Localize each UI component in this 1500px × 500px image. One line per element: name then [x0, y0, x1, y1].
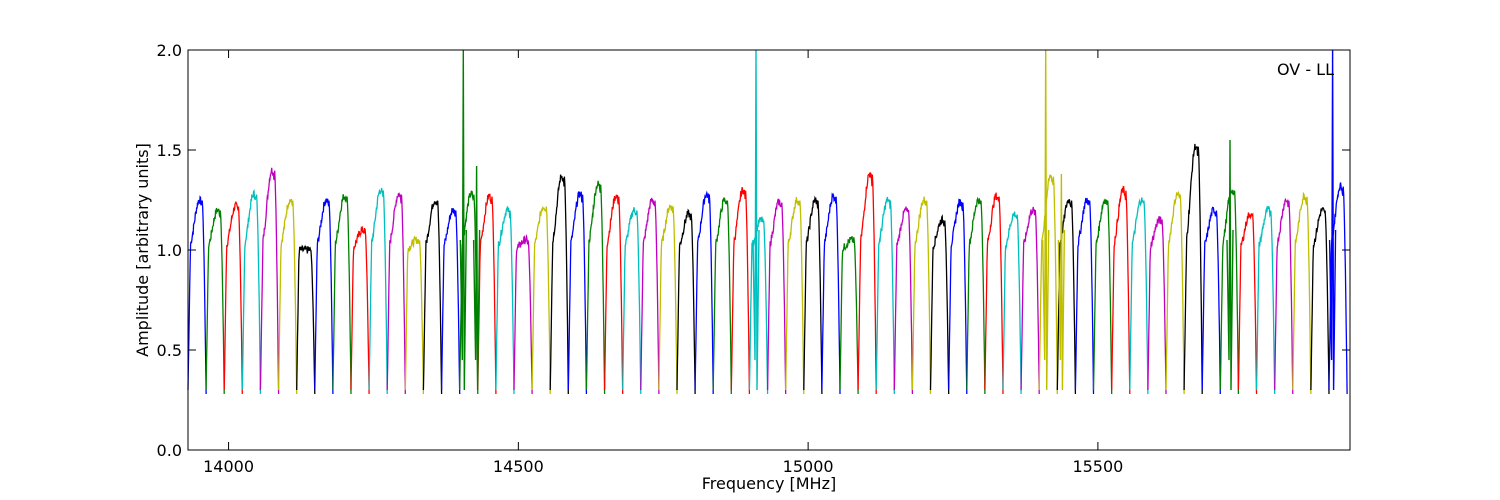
- y-axis-label: Amplitude [arbitrary units]: [133, 143, 152, 357]
- channel-series-line: [332, 194, 352, 395]
- channel-series-line: [422, 200, 443, 395]
- channel-series-line: [1147, 215, 1167, 395]
- y-tick-label: 0.5: [157, 341, 182, 360]
- channel-series-line: [676, 208, 696, 395]
- channel-series-line: [730, 187, 751, 395]
- channel-series-line: [984, 192, 1004, 395]
- channel-series-line: [241, 188, 262, 395]
- channel-series-line: [622, 207, 642, 395]
- channel-series-line: [277, 198, 298, 395]
- channel-series-line: [658, 204, 678, 395]
- channel-series-line: [513, 233, 533, 395]
- channel-series-line: [1074, 197, 1095, 395]
- channel-series-line: [1183, 143, 1203, 395]
- channel-series-line: [857, 171, 877, 395]
- channel-series-line: [893, 206, 914, 395]
- channel-series-line: [803, 195, 823, 395]
- channel-series-line: [296, 244, 316, 395]
- channel-series-line: [1237, 212, 1258, 395]
- channel-series-line: [603, 194, 624, 395]
- spike-line: [1226, 139, 1234, 391]
- channel-series-line: [1255, 205, 1276, 395]
- x-tick-label: 14500: [493, 457, 544, 476]
- channel-series-line: [1092, 198, 1113, 395]
- channel-series-line: [1056, 199, 1077, 395]
- channel-series-line: [567, 190, 588, 395]
- channel-series-line: [640, 197, 660, 395]
- channel-series-line: [1201, 206, 1221, 395]
- channel-series-line: [966, 196, 986, 395]
- channel-series-line: [839, 236, 859, 395]
- x-tick-label: 15000: [783, 457, 834, 476]
- y-tick-label: 1.0: [157, 241, 182, 260]
- channel-series-line: [929, 214, 950, 395]
- y-tick-label: 1.5: [157, 141, 182, 160]
- channel-series-line: [694, 190, 714, 395]
- channel-series-line: [821, 192, 841, 395]
- channel-series-line: [259, 167, 280, 395]
- y-tick-label: 0.0: [157, 441, 182, 460]
- channel-series-line: [585, 180, 606, 395]
- channel-series-line: [875, 196, 895, 395]
- x-tick-label: 15500: [1072, 457, 1123, 476]
- channel-series-line: [205, 207, 225, 395]
- channel-series-line: [1292, 191, 1312, 395]
- spike-line: [1057, 173, 1066, 391]
- channel-series-line: [1310, 207, 1330, 395]
- channel-series-line: [386, 192, 406, 395]
- series-layer: [187, 143, 1348, 395]
- channel-series-line: [314, 198, 334, 395]
- y-tick-label: 2.0: [157, 41, 182, 60]
- channel-series-line: [187, 195, 207, 395]
- spike-line: [472, 165, 481, 391]
- channel-series-line: [1129, 197, 1149, 395]
- channel-series-line: [1038, 174, 1058, 395]
- plot-annotation: OV - LL: [1277, 60, 1334, 79]
- plot-frame: [187, 49, 1351, 451]
- channel-series-line: [404, 235, 425, 395]
- channel-series-line: [948, 198, 968, 395]
- channel-series-line: [350, 226, 370, 395]
- spike-line: [1042, 49, 1050, 391]
- channel-series-line: [712, 196, 732, 395]
- tick-layer: 14000 14500 15000 15500 0.0 0.5 1.0 1.5 2.0: [157, 41, 1350, 476]
- channel-series-line: [440, 207, 461, 395]
- channel-series-line: [477, 193, 497, 395]
- channel-series-line: [766, 198, 787, 395]
- channel-series-line: [1020, 206, 1040, 395]
- x-axis-label: Frequency [MHz]: [702, 474, 836, 493]
- channel-series-line: [549, 174, 569, 395]
- channel-series-line: [911, 196, 932, 395]
- channel-series-line: [531, 206, 551, 395]
- channel-series-line: [223, 201, 243, 395]
- channel-series-line: [1111, 185, 1131, 395]
- channel-series-line: [495, 206, 515, 395]
- x-tick-label: 14000: [203, 457, 254, 476]
- channel-series-line: [785, 196, 805, 395]
- channel-series-line: [368, 187, 388, 395]
- channel-series-line: [1002, 211, 1022, 395]
- channel-series-line: [1165, 190, 1185, 395]
- channel-series-line: [1274, 197, 1294, 395]
